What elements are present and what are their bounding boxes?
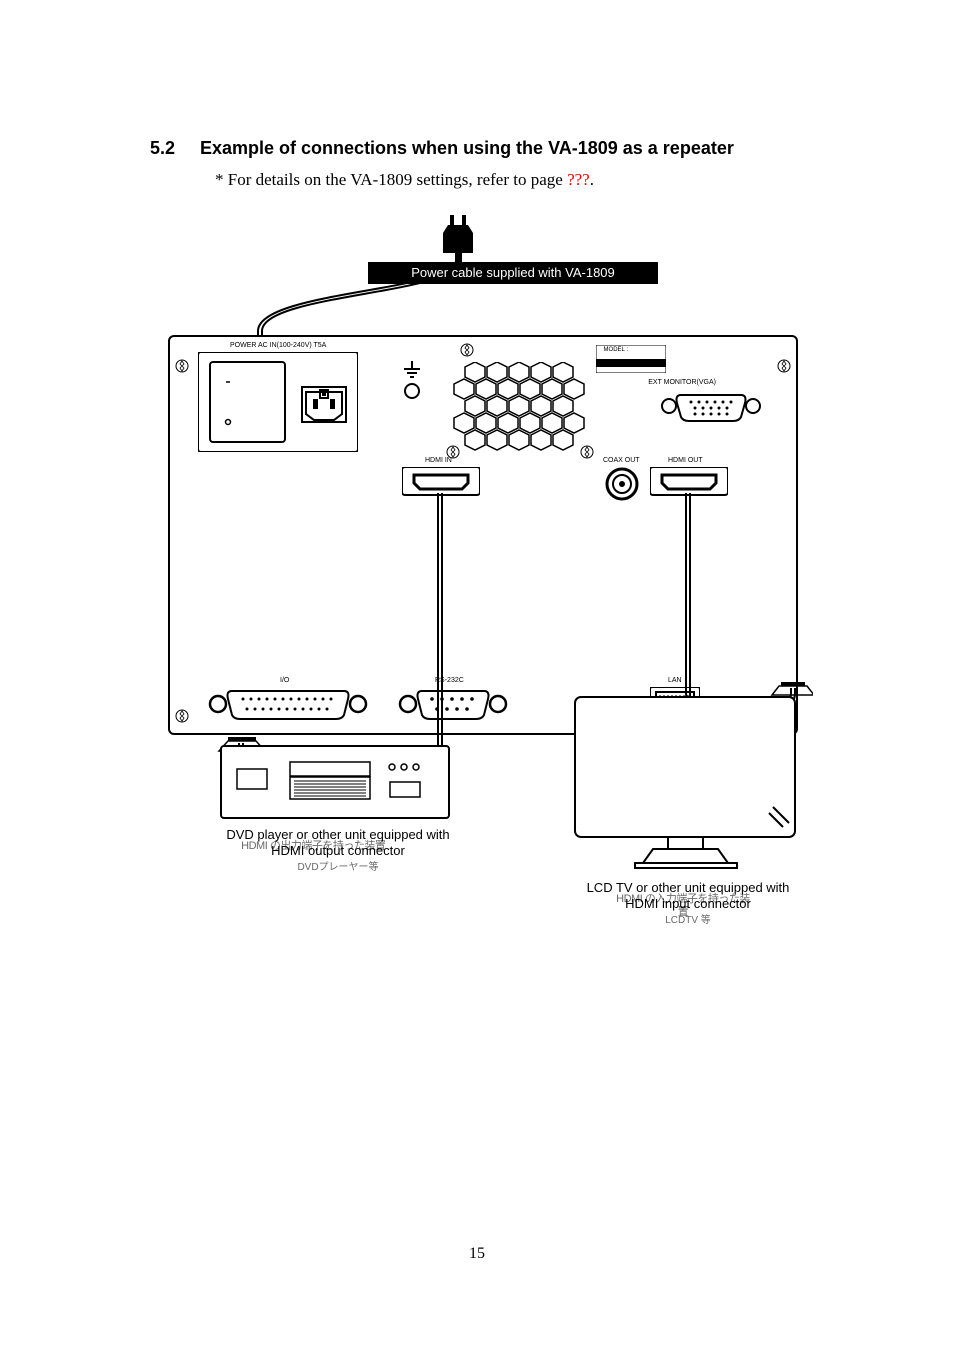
- power-socket: [198, 352, 358, 452]
- dvd-caption: DVD player or other unit equipped with H…: [188, 827, 488, 874]
- tv-caption-jp2: LCDTV 等: [665, 915, 711, 926]
- power-ac-label: POWER AC IN(100-240V) T5A: [230, 342, 326, 349]
- screw-icon: [460, 343, 474, 357]
- dvd-caption-jp2: DVDプレーヤー等: [297, 862, 378, 873]
- coax-port: [605, 467, 639, 501]
- hdmi-out-cable: [683, 493, 813, 713]
- section-heading: 5.2 Example of connections when using th…: [150, 138, 734, 159]
- tv-caption: LCD TV or other unit equipped with HDMI …: [558, 880, 818, 927]
- ground-icon: [402, 359, 422, 399]
- ext-monitor-label: EXT MONITOR(VGA): [648, 379, 716, 386]
- screw-icon: [175, 359, 189, 373]
- cable-label: Power cable supplied with VA-1809: [368, 262, 658, 284]
- dvd-front: [222, 747, 452, 821]
- connection-diagram: Power cable supplied with VA-1809 POWER …: [158, 215, 808, 945]
- section-subtext: * For details on the VA-1809 settings, r…: [215, 170, 594, 190]
- model-label: MODEL :: [604, 347, 628, 353]
- section-number: 5.2: [150, 138, 195, 159]
- serial-label: SER.No :: [603, 354, 628, 360]
- screw-icon: [175, 709, 189, 723]
- lan-label: LAN: [668, 677, 682, 684]
- coax-out-label: COAX OUT: [603, 457, 640, 464]
- dvd-caption-jp1: HDMI の出力端子を持った装置: [241, 840, 385, 853]
- subtext-ref: ???: [567, 170, 590, 189]
- lcd-tv: [573, 695, 798, 870]
- hdmi-out-label: HDMI OUT: [668, 457, 703, 464]
- screw-icon: [580, 445, 594, 459]
- screw-icon: [777, 359, 791, 373]
- subtext-prefix: * For details on the VA-1809 settings, r…: [215, 170, 567, 189]
- power-plug-icon: [428, 215, 488, 265]
- section-title: Example of connections when using the VA…: [200, 138, 734, 158]
- hdmi-in-cable: [213, 493, 448, 763]
- ventilation-hex-grid: [450, 362, 590, 460]
- tv-shape: [573, 695, 798, 870]
- subtext-suffix: .: [590, 170, 594, 189]
- hdmi-in-label: HDMI IN: [425, 457, 452, 464]
- made-label: MADE IN JAPAN: [624, 363, 662, 369]
- page-number: 15: [0, 1245, 954, 1263]
- dvd-player: [220, 745, 450, 819]
- vga-port: [661, 389, 761, 424]
